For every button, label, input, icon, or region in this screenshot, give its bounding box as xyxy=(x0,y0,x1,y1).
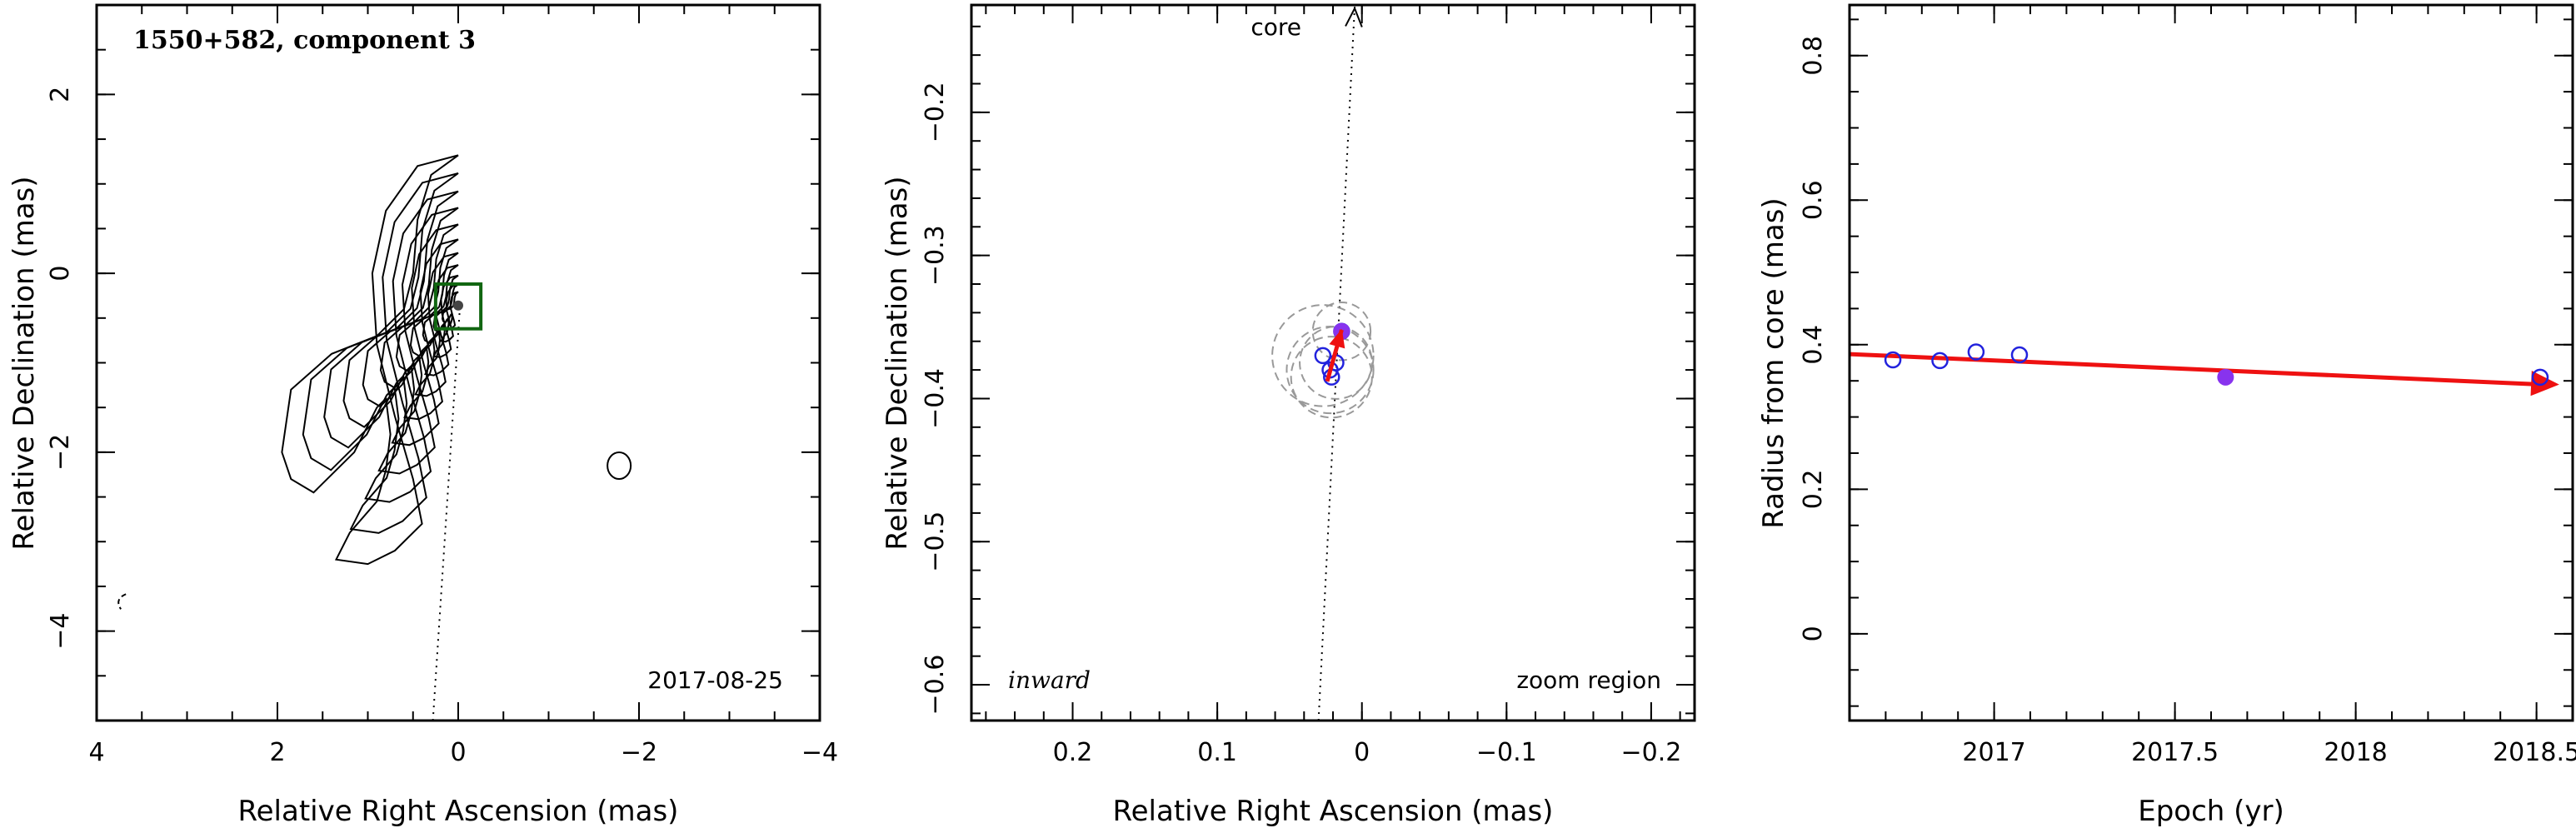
panel2-ylabel: Relative Declination (mas) xyxy=(881,176,914,550)
panel3-xtick-label: 2017.5 xyxy=(2131,738,2219,767)
panel1-axes: 4 2 0 −2 −4 −4 −2 0 2 xyxy=(46,4,838,767)
panel2-xtick-label: −0.1 xyxy=(1476,738,1537,767)
panel1-ylabel: Relative Declination (mas) xyxy=(7,176,41,550)
error-circle xyxy=(1290,336,1373,419)
panel1-ytick-label: −4 xyxy=(46,613,75,650)
panel2-xlabel: Relative Right Ascension (mas) xyxy=(1113,795,1554,828)
panel3-ytick-label: 0.6 xyxy=(1799,180,1828,220)
error-circle xyxy=(1311,301,1372,362)
error-circle xyxy=(1271,304,1375,407)
panel1-xtick-label: −4 xyxy=(801,738,838,767)
panel2-ytick-label: −0.2 xyxy=(921,82,950,142)
jet-axis-line xyxy=(432,305,462,721)
radius-point xyxy=(1931,352,1949,370)
panel3-frame xyxy=(1848,3,2574,722)
panel2-axes: 0.2 0.1 0 −0.1 −0.2 −0.6 −0.5 −0.4 −0.3 −0.2 xyxy=(921,5,1695,767)
panel3-ytick-label: 0.4 xyxy=(1799,325,1828,365)
panel2-core-label: core xyxy=(1251,13,1301,41)
panel1-xtick-label: 4 xyxy=(88,738,104,767)
panel3-axes: 2017 2017.5 2018 2018.5 0 0.2 0.4 0.6 0.8 xyxy=(1799,5,2576,767)
epoch-position-point xyxy=(1314,347,1332,365)
contour-fragment xyxy=(117,593,127,610)
panel3-marks xyxy=(1849,343,2559,397)
panel2-xtick-label: 0.2 xyxy=(1053,738,1093,767)
panel1-xtick-label: 0 xyxy=(450,738,466,767)
panel-contour-map: 4 2 0 −2 −4 −4 −2 0 2 1550+582, component 3 2017… xyxy=(7,3,838,828)
panel1-date-label: 2017-08-25 xyxy=(647,666,783,694)
highlight-point xyxy=(2217,368,2234,386)
panel2-xtick-label: 0 xyxy=(1354,738,1370,767)
panel3-xtick-label: 2018 xyxy=(2324,738,2387,767)
motion-arrowhead xyxy=(1329,328,1345,349)
panel1-marks xyxy=(432,282,483,721)
core-direction-arrowhead xyxy=(1345,6,1363,27)
contour-set xyxy=(117,154,632,610)
panel2-ytick-label: −0.6 xyxy=(921,655,950,716)
panel-zoom-region: 0.2 0.1 0 −0.1 −0.2 −0.6 −0.5 −0.4 −0.3 −0.2 core… xyxy=(881,3,1696,828)
panel2-inward-label: inward xyxy=(1008,666,1091,694)
error-circle xyxy=(1299,326,1373,400)
panel2-zoom-label: zoom region xyxy=(1516,666,1661,694)
panel2-xtick-label: −0.2 xyxy=(1620,738,1681,767)
contour-level xyxy=(441,291,459,330)
zoom-box xyxy=(433,282,483,331)
panel3-xtick-label: 2018.5 xyxy=(2493,738,2576,767)
panel3-xlabel: Epoch (yr) xyxy=(2138,795,2284,828)
panel1-xtick-label: 2 xyxy=(269,738,285,767)
panel1-ytick-label: 0 xyxy=(46,266,75,282)
radius-point xyxy=(2531,368,2549,387)
panel2-ytick-label: −0.4 xyxy=(921,368,950,429)
panel3-ytick-label: 0.2 xyxy=(1799,469,1828,509)
panel1-xtick-label: −2 xyxy=(621,738,657,767)
panel3-ylabel: Radius from core (mas) xyxy=(1757,197,1790,528)
panel1-title: 1550+582, component 3 xyxy=(133,26,476,55)
panel2-ytick-label: −0.3 xyxy=(921,225,950,286)
component-marker xyxy=(453,300,463,311)
panel1-xlabel: Relative Right Ascension (mas) xyxy=(238,795,679,828)
panel1-frame xyxy=(95,3,821,722)
panel3-xtick-label: 2017 xyxy=(1962,738,2025,767)
panel2-xtick-label: 0.1 xyxy=(1197,738,1237,767)
panel2-ytick-label: −0.5 xyxy=(921,511,950,572)
panel3-ytick-label: 0 xyxy=(1799,626,1828,641)
radius-point xyxy=(1884,351,1902,369)
panel-radius-vs-epoch: 2017 2017.5 2018 2018.5 0 0.2 0.4 0.6 0.8 Epoch … xyxy=(1757,3,2576,828)
panel1-ytick-label: −2 xyxy=(46,434,75,471)
trend-arrow xyxy=(1849,352,2542,387)
radius-point xyxy=(1967,343,1985,361)
radius-point xyxy=(2010,346,2029,364)
panel3-ytick-label: 0.8 xyxy=(1799,36,1828,76)
panel1-ytick-label: 2 xyxy=(46,87,75,102)
panel2-marks xyxy=(1271,6,1375,721)
contour-island xyxy=(607,451,632,480)
